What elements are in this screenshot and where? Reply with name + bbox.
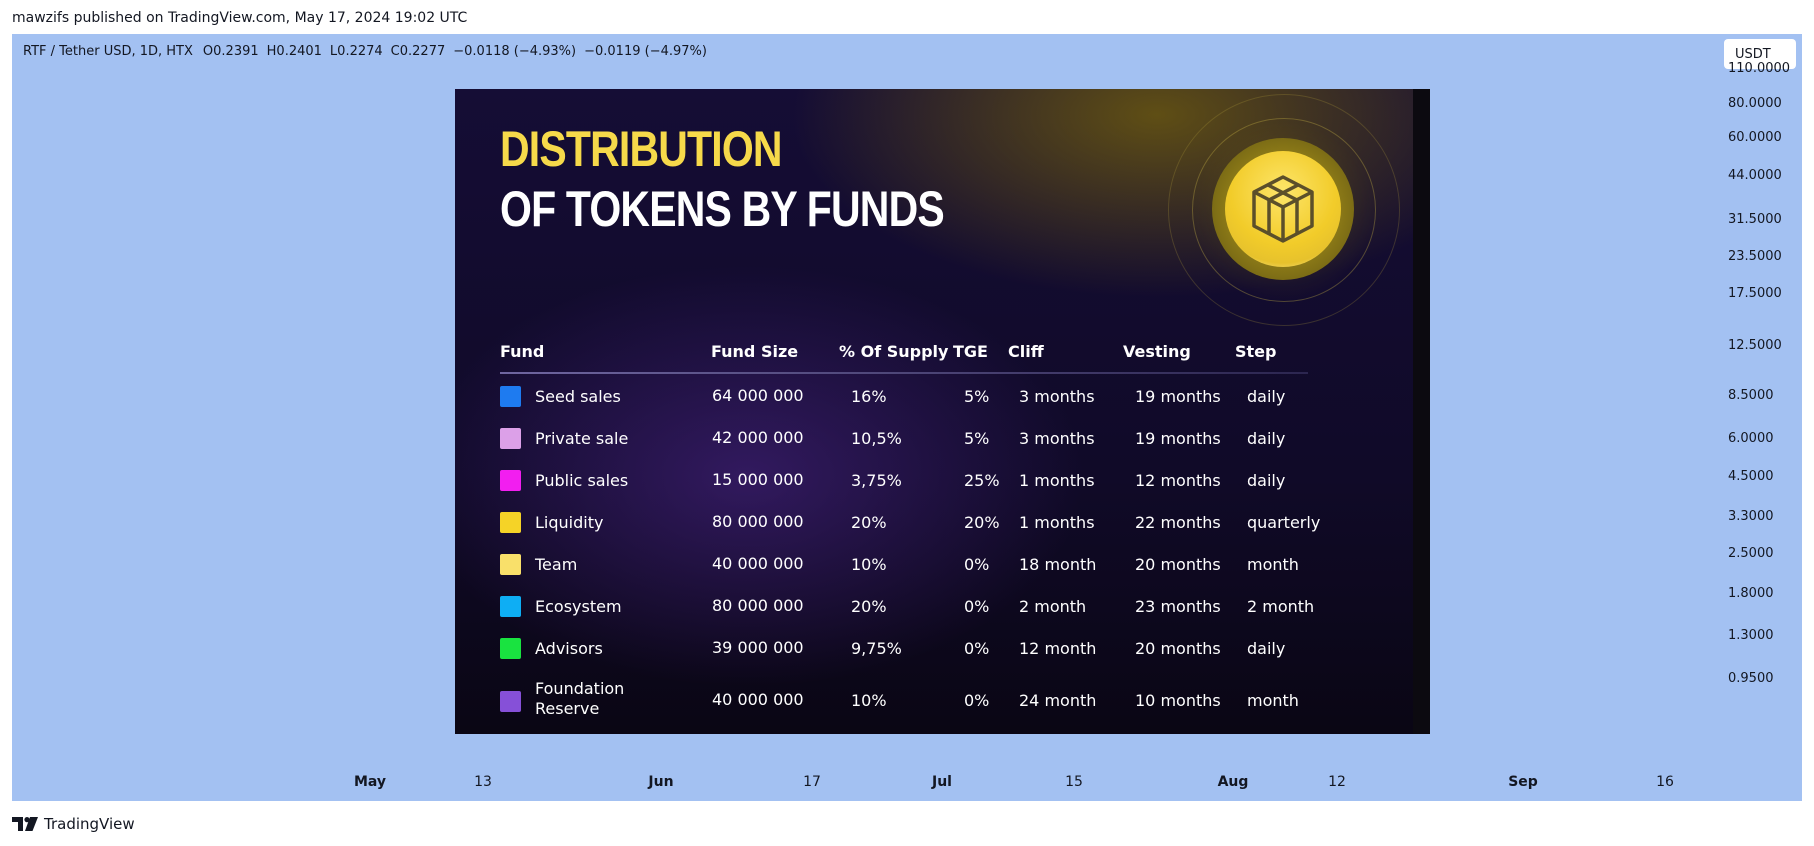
- price-axis-tick: 80.0000: [1728, 96, 1782, 111]
- cube-icon: [1225, 151, 1341, 267]
- close-value: 0.2277: [399, 44, 446, 59]
- header-fund-size: Fund Size: [711, 342, 799, 361]
- time-axis-tick: May: [353, 774, 387, 790]
- price-axis-tick: 6.0000: [1728, 431, 1774, 446]
- price-axis-tick: 1.3000: [1728, 628, 1774, 643]
- time-axis-tick: Aug: [1217, 774, 1249, 790]
- header-fund: Fund: [500, 342, 545, 361]
- published-by-line: mawzifs published on TradingView.com, Ma…: [12, 10, 468, 26]
- price-axis-tick: 12.5000: [1728, 338, 1782, 353]
- color-swatch: [500, 554, 521, 575]
- time-axis-tick: 17: [803, 774, 821, 790]
- change-value-2: −0.0119 (−4.97%): [584, 44, 707, 59]
- price-axis-tick: 4.5000: [1728, 469, 1774, 484]
- change-value: −0.0118 (−4.93%): [453, 44, 577, 59]
- table-row: Private sale 42 000 000 10,5% 5% 3 month…: [455, 428, 1430, 468]
- header-vesting: Vesting: [1123, 342, 1191, 361]
- time-axis-tick: 16: [1656, 774, 1674, 790]
- color-swatch: [500, 386, 521, 407]
- price-axis-tick: 17.5000: [1728, 286, 1782, 301]
- time-axis-tick: Jul: [932, 774, 952, 790]
- distribution-table: Fund Fund Size % Of Supply TGE Cliff Ves…: [455, 89, 1430, 734]
- color-swatch: [500, 470, 521, 491]
- high-value: 0.2401: [276, 44, 322, 59]
- table-row: Liquidity 80 000 000 20% 20% 1 months 22…: [455, 512, 1430, 552]
- price-axis-tick: 2.5000: [1728, 546, 1774, 561]
- color-swatch: [500, 512, 521, 533]
- time-axis-tick: 13: [474, 774, 492, 790]
- table-row: Advisors 39 000 000 9,75% 0% 12 month 20…: [455, 638, 1430, 678]
- token-distribution-infographic: DISTRIBUTION OF TOKENS BY FUNDS: [455, 89, 1430, 734]
- price-axis-tick: 31.5000: [1728, 212, 1782, 227]
- time-axis-tick: Sep: [1508, 774, 1538, 790]
- open-value: 0.2391: [213, 44, 259, 59]
- header-tge: TGE: [953, 342, 988, 361]
- infographic-title: DISTRIBUTION OF TOKENS BY FUNDS: [500, 121, 945, 237]
- table-row: Ecosystem 80 000 000 20% 0% 2 month 23 m…: [455, 596, 1430, 636]
- header-supply: % Of Supply: [839, 342, 949, 361]
- price-axis-tick: 0.9500: [1728, 671, 1774, 686]
- price-axis-tick: 60.0000: [1728, 130, 1782, 145]
- tradingview-logo-icon: [12, 817, 38, 831]
- table-row: Team 40 000 000 10% 0% 18 month 20 month…: [455, 554, 1430, 594]
- table-row: Foundation Reserve 40 000 000 10% 0% 24 …: [455, 679, 1430, 723]
- price-axis-tick: 110.0000: [1728, 61, 1791, 76]
- color-swatch: [500, 428, 521, 449]
- symbol-legend: RTF / Tether USD, 1D, HTX O0.2391 H0.2401 L…: [23, 44, 707, 59]
- header-step: Step: [1235, 342, 1277, 361]
- header-cliff: Cliff: [1008, 342, 1044, 361]
- color-swatch: [500, 596, 521, 617]
- table-row: Public sales 15 000 000 3,75% 25% 1 mont…: [455, 470, 1430, 510]
- color-swatch: [500, 638, 521, 659]
- chart-area[interactable]: RTF / Tether USD, 1D, HTX O0.2391 H0.2401 L…: [12, 34, 1802, 801]
- price-axis-tick: 44.0000: [1728, 168, 1782, 183]
- price-axis-tick: 1.8000: [1728, 586, 1774, 601]
- tradingview-brand: TradingView: [44, 815, 135, 833]
- currency-button[interactable]: USDT: [1724, 39, 1796, 69]
- tradingview-footer[interactable]: TradingView: [12, 815, 135, 833]
- price-axis-tick: 8.5000: [1728, 388, 1774, 403]
- price-axis-tick: 23.5000: [1728, 249, 1782, 264]
- header-divider: [500, 372, 1308, 374]
- time-axis-tick: 15: [1065, 774, 1083, 790]
- coin-emblem: [1168, 94, 1400, 326]
- color-swatch: [500, 691, 521, 712]
- time-axis-tick: Jun: [648, 774, 674, 790]
- time-axis-tick: 12: [1328, 774, 1346, 790]
- symbol-pair[interactable]: RTF / Tether USD, 1D, HTX: [23, 44, 193, 59]
- price-axis-tick: 3.3000: [1728, 509, 1774, 524]
- low-value: 0.2274: [337, 44, 383, 59]
- table-row: Seed sales 64 000 000 16% 5% 3 months 19…: [455, 386, 1430, 426]
